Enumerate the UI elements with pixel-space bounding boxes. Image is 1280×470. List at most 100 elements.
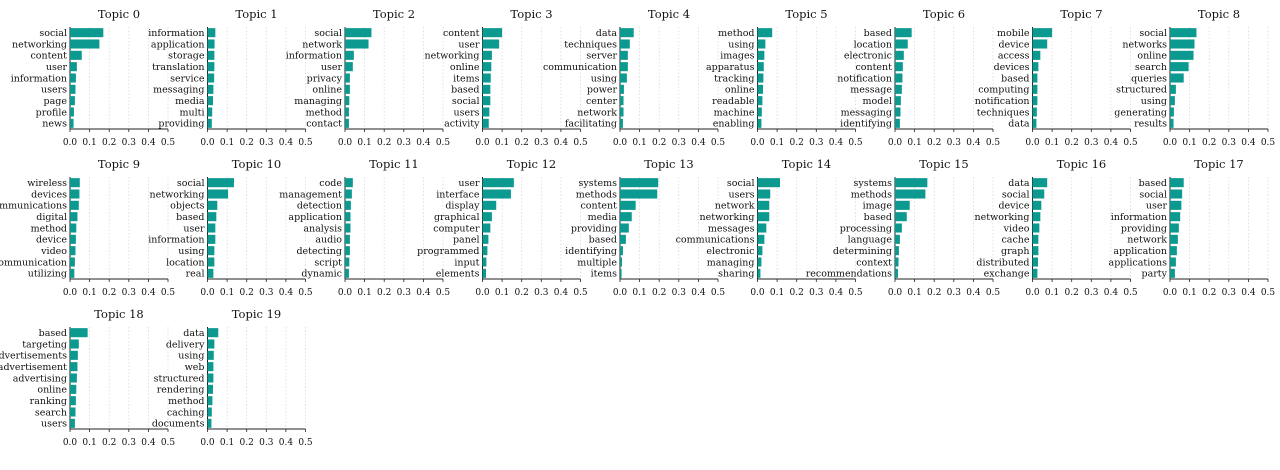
word-label: interface <box>436 189 480 200</box>
bar <box>1170 50 1194 60</box>
word-label: user <box>458 178 480 189</box>
word-label: computing <box>978 85 1029 96</box>
word-label: networking <box>700 212 755 223</box>
topic-panel-9: Topic 9 wirelessdevicescommunicationsdigi… <box>0 157 175 298</box>
bar <box>70 362 78 372</box>
bar <box>70 268 75 278</box>
bar <box>482 268 487 278</box>
word-label: communication <box>543 62 617 73</box>
topic-title: Topic 9 <box>98 157 140 171</box>
bar <box>620 84 624 94</box>
bar <box>345 212 351 222</box>
topic-panel-13: Topic 13 systemsmethodscontentmediaprovid… <box>565 157 725 298</box>
word-label: based <box>39 328 67 339</box>
bar <box>482 73 491 83</box>
bar <box>207 96 213 106</box>
word-label: online <box>450 62 480 73</box>
x-tick-label: 0.0 <box>475 288 490 298</box>
x-tick-label: 0.5 <box>848 138 863 148</box>
bar <box>1170 39 1195 49</box>
bar <box>757 39 766 49</box>
word-label: device <box>998 39 1029 50</box>
word-label: distributed <box>976 257 1029 268</box>
x-tick-label: 0.0 <box>888 288 903 298</box>
word-label: providing <box>571 223 617 234</box>
word-label: model <box>863 96 892 107</box>
bar <box>70 73 76 83</box>
topic-panel-0: Topic 0 socialnetworkingcontentuserinform… <box>11 7 176 148</box>
word-label: display <box>445 201 480 212</box>
word-label: method <box>31 223 67 234</box>
word-label: using <box>728 39 754 50</box>
x-tick-label: 0.2 <box>240 288 254 298</box>
topic-panel-8: Topic 8 socialnetworksonlinesearchqueries… <box>1114 7 1275 148</box>
word-label: queries <box>1131 73 1167 84</box>
word-label: search <box>35 407 67 418</box>
word-label: script <box>314 257 342 268</box>
bar <box>207 84 214 94</box>
bar <box>757 246 763 256</box>
bar <box>207 223 216 233</box>
x-tick-label: 0.2 <box>1065 138 1079 148</box>
bar <box>70 339 79 349</box>
x-tick-label: 0.1 <box>907 138 921 148</box>
bar <box>895 39 908 49</box>
x-tick-label: 0.1 <box>220 138 234 148</box>
bar <box>345 223 351 233</box>
bar <box>207 407 212 417</box>
bar <box>1032 50 1041 60</box>
x-tick-label: 0.5 <box>436 138 451 148</box>
bar <box>70 84 76 94</box>
word-label: using <box>1141 96 1167 107</box>
x-tick-label: 0.0 <box>338 288 353 298</box>
x-tick-label: 0.5 <box>573 138 588 148</box>
bar <box>1170 234 1178 244</box>
x-tick-label: 0.3 <box>1222 138 1237 148</box>
bar <box>895 84 902 94</box>
x-tick-label: 0.1 <box>82 288 96 298</box>
topic-panel-7: Topic 7 mobiledeviceaccessdevicesbasedcom… <box>975 7 1138 148</box>
x-tick-label: 0.1 <box>495 138 509 148</box>
topic-panel-14: Topic 14 socialusersnetworknetworkingmess… <box>676 157 863 298</box>
x-tick-label: 0.5 <box>1123 138 1138 148</box>
bar <box>620 62 628 72</box>
topic-title: Topic 18 <box>94 307 143 321</box>
bar <box>1032 118 1037 128</box>
x-tick-label: 0.0 <box>338 138 353 148</box>
word-label: objects <box>170 201 205 212</box>
bar <box>1032 84 1038 94</box>
bar <box>482 212 492 222</box>
word-label: management <box>279 189 342 200</box>
bar <box>70 257 75 267</box>
x-tick-label: 0.1 <box>770 288 784 298</box>
bar <box>620 223 629 233</box>
word-label: social <box>452 96 480 107</box>
x-tick-label: 0.4 <box>141 438 156 448</box>
bar <box>70 189 80 199</box>
bar <box>757 107 762 117</box>
word-label: detection <box>297 201 342 212</box>
word-label: content <box>443 28 480 39</box>
word-label: device <box>36 235 67 246</box>
word-label: social <box>1002 189 1030 200</box>
word-label: determining <box>833 246 892 257</box>
word-label: message <box>850 85 892 96</box>
x-tick-label: 0.4 <box>141 138 156 148</box>
word-label: user <box>1146 201 1168 212</box>
topic-panel-6: Topic 6 basedlocationelectroniccontentnot… <box>837 7 1000 148</box>
word-label: communications <box>676 235 755 246</box>
x-tick-label: 0.2 <box>790 138 804 148</box>
bar <box>1170 200 1182 210</box>
bar <box>895 200 910 210</box>
word-label: multi <box>179 107 204 118</box>
word-label: methods <box>576 189 617 200</box>
word-label: information <box>11 73 67 84</box>
word-label: server <box>586 51 617 62</box>
topic-title: Topic 15 <box>919 157 968 171</box>
x-tick-label: 0.2 <box>1202 138 1216 148</box>
x-tick-label: 0.5 <box>436 288 451 298</box>
x-tick-label: 0.0 <box>200 138 215 148</box>
bar <box>757 50 765 60</box>
x-tick-label: 0.0 <box>1025 288 1040 298</box>
word-label: managing <box>707 257 755 268</box>
